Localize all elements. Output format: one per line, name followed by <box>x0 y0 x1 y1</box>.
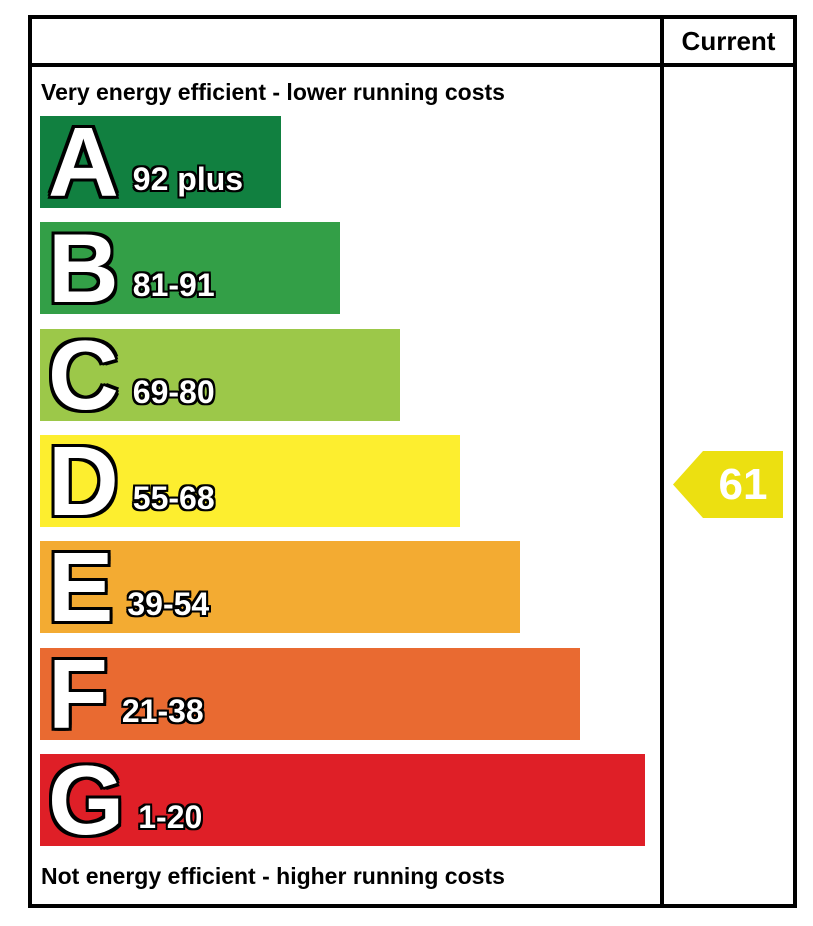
current-column-header: Current <box>660 19 793 67</box>
current-rating-value: 61 <box>718 460 768 509</box>
band-range-label: 81-91 <box>132 267 215 303</box>
rating-bands-area: Very energy efficient - lower running co… <box>32 67 660 904</box>
band-row-f: F 21-38 <box>40 639 580 749</box>
current-rating-arrow: 61 <box>673 451 783 518</box>
band-range-label: 39-54 <box>127 586 210 622</box>
band-range-label: 69-80 <box>132 374 215 410</box>
band-row-g: G 1-20 <box>40 745 645 855</box>
band-letter: F <box>48 639 108 749</box>
bottom-efficiency-label: Not energy efficient - higher running co… <box>41 863 505 889</box>
band-letter: E <box>48 532 114 642</box>
band-row-b: B 81-91 <box>40 213 340 323</box>
band-range-label: 21-38 <box>121 693 204 729</box>
band-letter: D <box>48 426 119 536</box>
current-rating-column: 61 <box>660 67 793 904</box>
band-letter: A <box>48 107 119 217</box>
band-letter: B <box>48 213 119 323</box>
band-letter: C <box>48 320 119 430</box>
band-row-c: C 69-80 <box>40 320 400 430</box>
band-range-label: 55-68 <box>132 480 215 516</box>
header-spacer-cell <box>32 19 660 67</box>
band-row-a: A 92 plus <box>40 107 281 217</box>
band-letter: G <box>48 745 125 855</box>
band-range-label: 92 plus <box>132 161 244 197</box>
left-pointing-arrow-icon <box>673 451 783 518</box>
epc-rating-chart: Current Very energy efficient - lower ru… <box>28 15 797 908</box>
top-efficiency-label: Very energy efficient - lower running co… <box>41 79 505 105</box>
band-row-e: E 39-54 <box>40 532 520 642</box>
band-row-d: D 55-68 <box>40 426 460 536</box>
band-range-label: 1-20 <box>138 799 203 835</box>
arrow-shape <box>673 451 783 518</box>
